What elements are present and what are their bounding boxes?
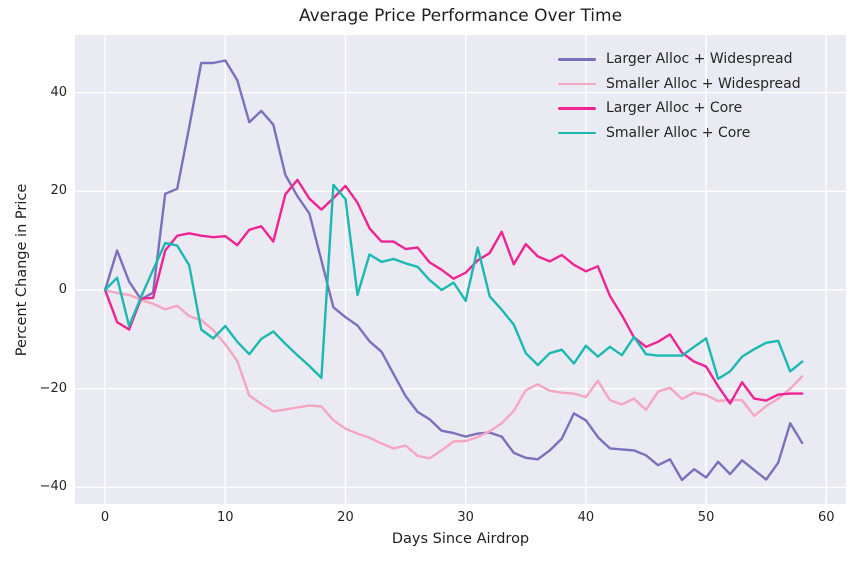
series-line-larger-alloc-widespread — [103, 59, 804, 482]
y-tick-label: −20 — [39, 380, 67, 396]
chart-title: Average Price Performance Over Time — [298, 6, 623, 26]
legend-line-swatch — [558, 58, 596, 61]
legend-line-swatch — [558, 82, 596, 86]
x-axis-label: Days Since Airdrop — [391, 531, 530, 547]
legend-label: Larger Alloc + Widespread — [606, 51, 793, 68]
legend-label: Larger Alloc + Core — [606, 100, 743, 117]
x-tick-label: 20 — [337, 510, 354, 525]
series-line-smaller-alloc-widespread — [103, 288, 804, 460]
x-tick-label: 30 — [457, 510, 474, 525]
series-line-smaller-alloc-core — [103, 183, 804, 380]
y-tick-label: −40 — [39, 479, 67, 495]
y-tick-label: 0 — [58, 282, 67, 297]
legend: Larger Alloc + Widespread Smaller Alloc +… — [558, 47, 801, 145]
legend-line-swatch — [558, 107, 596, 110]
series-line-larger-alloc-core — [103, 178, 804, 405]
legend-item-smaller-alloc-widespread: Smaller Alloc + Widespread — [558, 72, 801, 97]
x-tick-label: 50 — [697, 510, 715, 525]
x-tick-label: 60 — [818, 510, 835, 525]
legend-item-larger-alloc-core: Larger Alloc + Core — [558, 96, 801, 121]
x-tick-label: 0 — [100, 510, 110, 525]
legend-item-smaller-alloc-core: Smaller Alloc + Core — [558, 121, 801, 146]
y-tick-label: 40 — [50, 84, 67, 100]
legend-line-swatch — [558, 131, 596, 135]
y-tick-label: 20 — [50, 183, 67, 199]
legend-label: Smaller Alloc + Widespread — [606, 75, 801, 92]
plot-area — [75, 35, 846, 504]
legend-item-larger-alloc-widespread: Larger Alloc + Widespread — [558, 47, 801, 72]
x-tick-label: 10 — [216, 510, 234, 525]
x-tick-label: 40 — [577, 510, 595, 525]
legend-label: Smaller Alloc + Core — [606, 125, 751, 142]
